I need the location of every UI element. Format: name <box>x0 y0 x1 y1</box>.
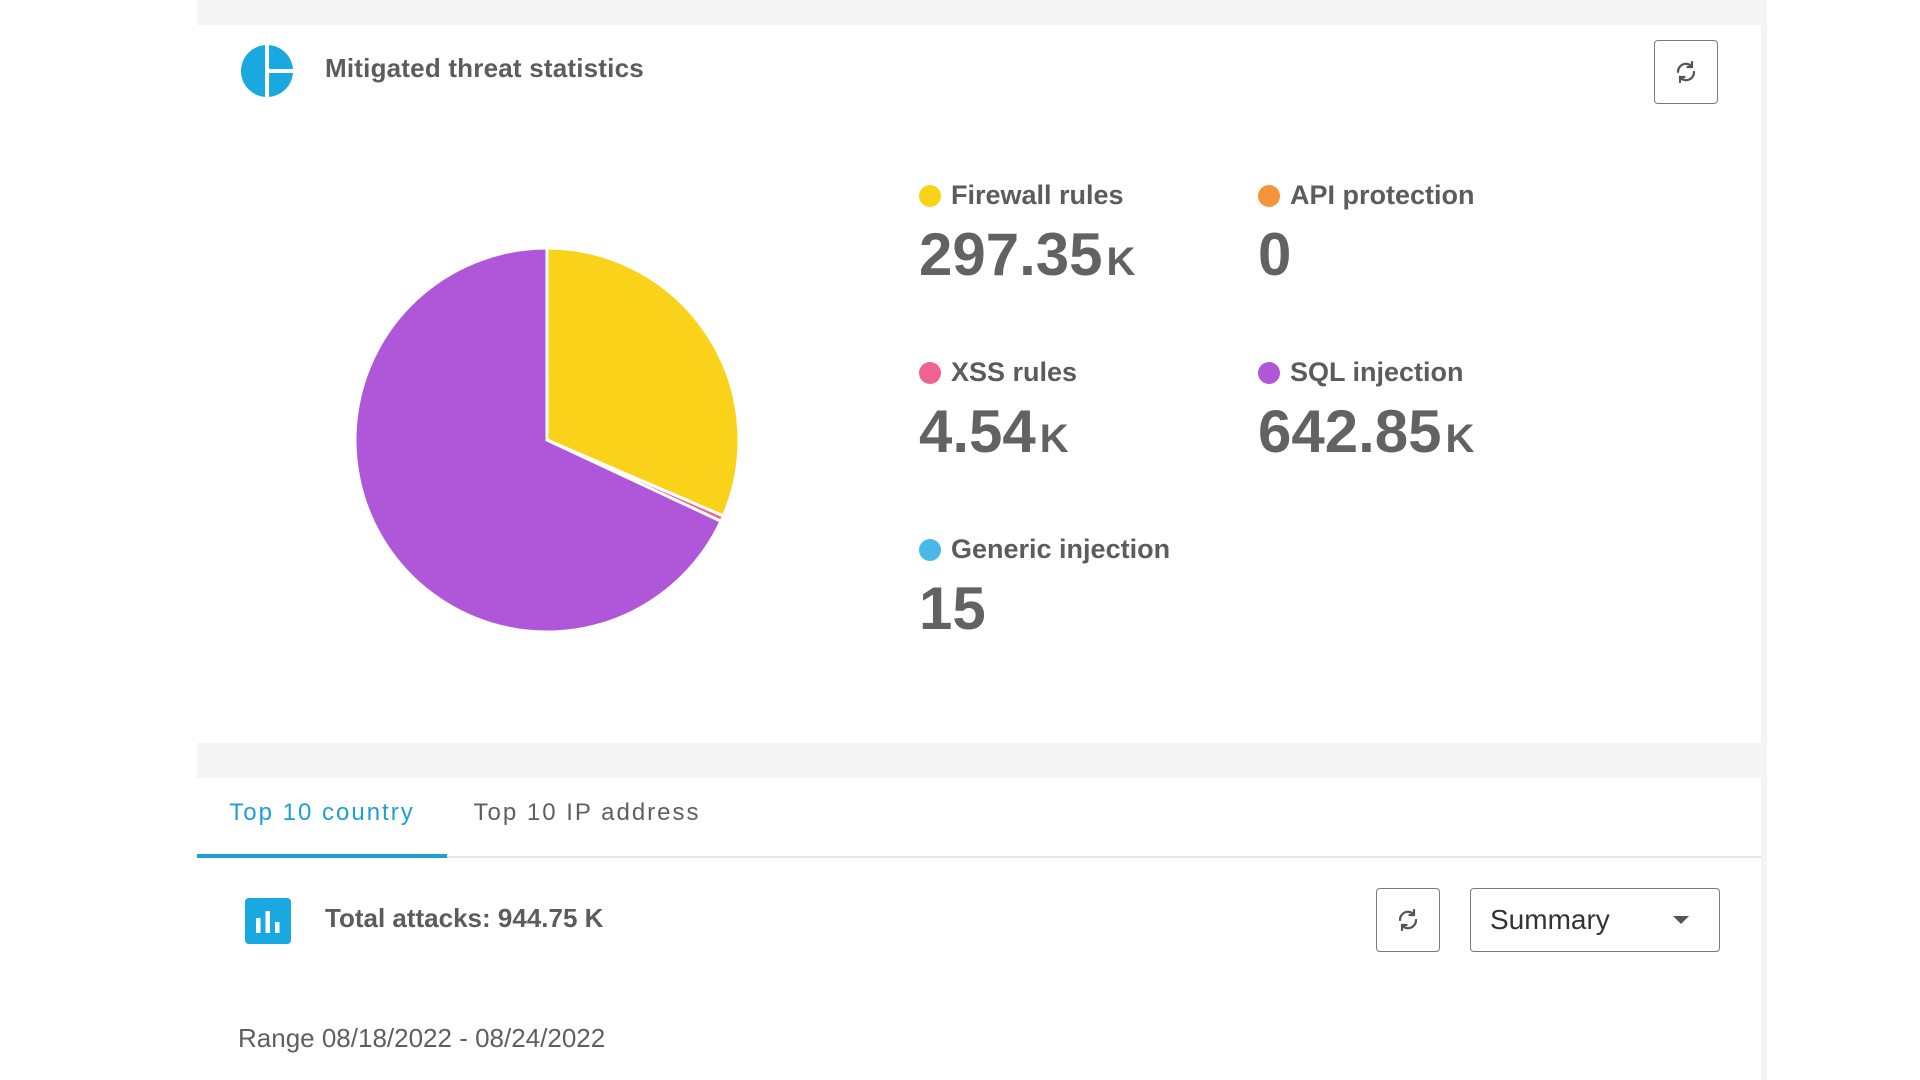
card-title: Mitigated threat statistics <box>325 53 644 83</box>
refresh-button[interactable] <box>1654 40 1718 104</box>
stat-value: 15 <box>919 575 986 642</box>
pie-chart-icon <box>241 44 294 98</box>
stat-value: 642.85 <box>1258 398 1442 465</box>
stat-generic-injection: Generic injection 15 <box>919 534 1170 639</box>
stat-sql-injection: SQL injection 642.85 K <box>1258 357 1474 462</box>
date-range: Range 08/18/2022 - 08/24/2022 <box>238 1023 606 1053</box>
legend-dot-generic <box>919 538 941 561</box>
stat-unit: K <box>1039 417 1069 461</box>
tab-top10-country[interactable]: Top 10 country <box>197 778 447 858</box>
stat-unit: K <box>1445 417 1475 461</box>
refresh-icon <box>1676 60 1696 84</box>
refresh-icon <box>1398 908 1418 932</box>
stat-unit: K <box>1106 240 1136 284</box>
mitigated-threat-card: Mitigated threat statistics Firewall rul… <box>197 25 1761 743</box>
stat-label: SQL injection <box>1290 357 1464 387</box>
pie-slice-firewall-rules <box>545 246 741 518</box>
stat-label: API protection <box>1290 180 1475 210</box>
top10-tabs: Top 10 country Top 10 IP address <box>197 778 1761 858</box>
legend-dot-api <box>1258 184 1280 207</box>
select-value: Summary <box>1490 904 1610 935</box>
stat-label: Generic injection <box>951 534 1171 564</box>
stat-api-protection: API protection 0 <box>1258 180 1475 285</box>
stat-value: 4.54 <box>919 398 1036 465</box>
legend-dot-xss <box>919 361 941 384</box>
legend-dot-sql <box>1258 361 1280 384</box>
stat-label: Firewall rules <box>951 180 1124 210</box>
pie-slice-sql-injection <box>353 246 723 634</box>
total-attacks-label: Total attacks: 944.75 K <box>325 903 604 933</box>
chevron-down-icon <box>1673 916 1689 924</box>
threat-pie-chart <box>353 246 741 634</box>
stat-firewall-rules: Firewall rules 297.35 K <box>919 180 1135 285</box>
stat-xss-rules: XSS rules 4.54 K <box>919 357 1077 462</box>
top10-refresh-button[interactable] <box>1376 888 1440 952</box>
view-mode-select[interactable]: Summary <box>1470 888 1720 952</box>
stat-value: 0 <box>1258 221 1292 288</box>
legend-dot-firewall <box>919 184 941 207</box>
stat-label: XSS rules <box>951 357 1078 387</box>
bar-chart-icon <box>245 898 291 944</box>
stat-value: 297.35 <box>919 221 1103 288</box>
top10-card: Top 10 country Top 10 IP address Total a… <box>197 778 1761 1080</box>
tab-top10-ip-address[interactable]: Top 10 IP address <box>473 799 701 826</box>
